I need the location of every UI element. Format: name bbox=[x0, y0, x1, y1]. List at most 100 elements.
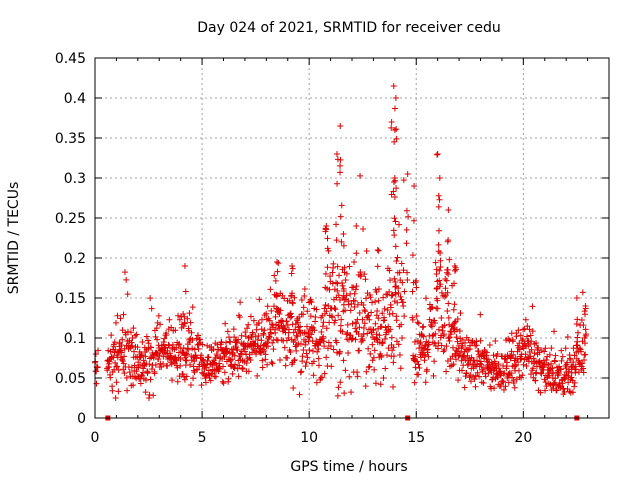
data-point bbox=[285, 334, 292, 341]
data-point bbox=[342, 307, 349, 314]
data-point bbox=[343, 331, 350, 338]
data-point bbox=[294, 333, 301, 340]
data-point bbox=[501, 370, 508, 377]
data-point bbox=[245, 368, 252, 375]
data-point bbox=[494, 350, 501, 357]
data-point bbox=[474, 369, 481, 376]
data-point bbox=[261, 348, 268, 355]
data-point bbox=[289, 300, 296, 307]
data-point bbox=[364, 330, 371, 337]
data-point bbox=[353, 223, 360, 229]
data-point bbox=[296, 391, 303, 398]
data-point bbox=[451, 319, 458, 326]
data-point bbox=[393, 126, 400, 133]
data-point bbox=[328, 363, 335, 370]
data-point bbox=[275, 309, 282, 316]
data-point bbox=[346, 263, 353, 270]
data-point bbox=[297, 369, 304, 376]
data-point bbox=[154, 336, 161, 343]
data-point bbox=[281, 295, 288, 302]
data-point bbox=[353, 283, 360, 290]
data-point bbox=[142, 377, 149, 384]
data-point bbox=[571, 352, 578, 359]
data-point bbox=[451, 301, 458, 308]
data-point bbox=[395, 341, 402, 348]
data-point bbox=[155, 355, 162, 362]
data-point bbox=[436, 175, 443, 181]
data-point bbox=[433, 266, 440, 273]
data-point bbox=[134, 344, 141, 351]
data-point bbox=[462, 373, 469, 380]
data-point bbox=[229, 349, 236, 356]
data-point bbox=[576, 359, 583, 366]
data-point bbox=[118, 349, 125, 356]
data-point bbox=[223, 345, 230, 352]
data-point bbox=[537, 369, 544, 376]
data-point bbox=[434, 305, 441, 312]
data-point bbox=[339, 328, 346, 335]
data-point bbox=[293, 347, 300, 354]
data-point bbox=[145, 337, 152, 344]
data-point bbox=[373, 288, 380, 295]
data-point bbox=[421, 343, 428, 350]
data-point bbox=[400, 302, 407, 309]
data-point bbox=[351, 290, 358, 297]
data-point bbox=[384, 306, 391, 313]
data-point bbox=[381, 317, 388, 324]
data-point bbox=[229, 370, 236, 377]
data-point bbox=[521, 325, 528, 332]
data-point bbox=[414, 358, 421, 365]
data-point bbox=[337, 169, 344, 176]
data-point bbox=[564, 334, 571, 341]
data-point bbox=[387, 326, 394, 333]
data-point bbox=[444, 308, 451, 315]
data-point bbox=[414, 319, 421, 326]
data-point bbox=[409, 252, 416, 259]
data-point bbox=[338, 202, 345, 209]
data-point bbox=[299, 353, 306, 360]
data-point bbox=[151, 370, 158, 377]
data-point bbox=[572, 366, 579, 373]
data-point bbox=[273, 293, 280, 300]
data-point bbox=[423, 366, 430, 373]
data-point bbox=[278, 337, 285, 344]
data-point bbox=[511, 384, 518, 391]
data-point bbox=[508, 370, 515, 377]
data-point bbox=[254, 372, 261, 379]
data-point bbox=[549, 365, 556, 372]
data-point bbox=[441, 346, 448, 353]
data-point bbox=[385, 345, 392, 352]
data-point bbox=[578, 348, 585, 355]
data-point bbox=[392, 177, 399, 184]
data-point bbox=[438, 289, 445, 296]
data-point bbox=[529, 328, 536, 335]
data-point bbox=[315, 355, 322, 362]
data-point bbox=[271, 272, 278, 279]
data-point bbox=[353, 320, 360, 327]
data-point bbox=[571, 383, 578, 390]
data-point bbox=[202, 379, 209, 386]
y-tick-label: 0.45 bbox=[55, 51, 86, 67]
data-point bbox=[351, 258, 358, 265]
data-point bbox=[530, 365, 537, 372]
data-point bbox=[324, 245, 331, 252]
data-point bbox=[336, 272, 343, 279]
data-point bbox=[239, 364, 246, 371]
data-point bbox=[436, 227, 443, 234]
data-point bbox=[444, 238, 451, 245]
data-point bbox=[220, 363, 227, 370]
data-point bbox=[365, 364, 372, 371]
data-point bbox=[437, 281, 444, 288]
data-point bbox=[396, 221, 403, 228]
data-point bbox=[442, 285, 449, 292]
data-point bbox=[219, 378, 226, 385]
data-point bbox=[394, 254, 401, 261]
data-point bbox=[524, 323, 531, 330]
data-point bbox=[443, 343, 450, 350]
data-point bbox=[218, 338, 225, 345]
data-point bbox=[231, 352, 238, 359]
data-point bbox=[298, 296, 305, 303]
data-point bbox=[492, 337, 499, 344]
data-point bbox=[430, 372, 437, 379]
data-point bbox=[155, 312, 162, 319]
